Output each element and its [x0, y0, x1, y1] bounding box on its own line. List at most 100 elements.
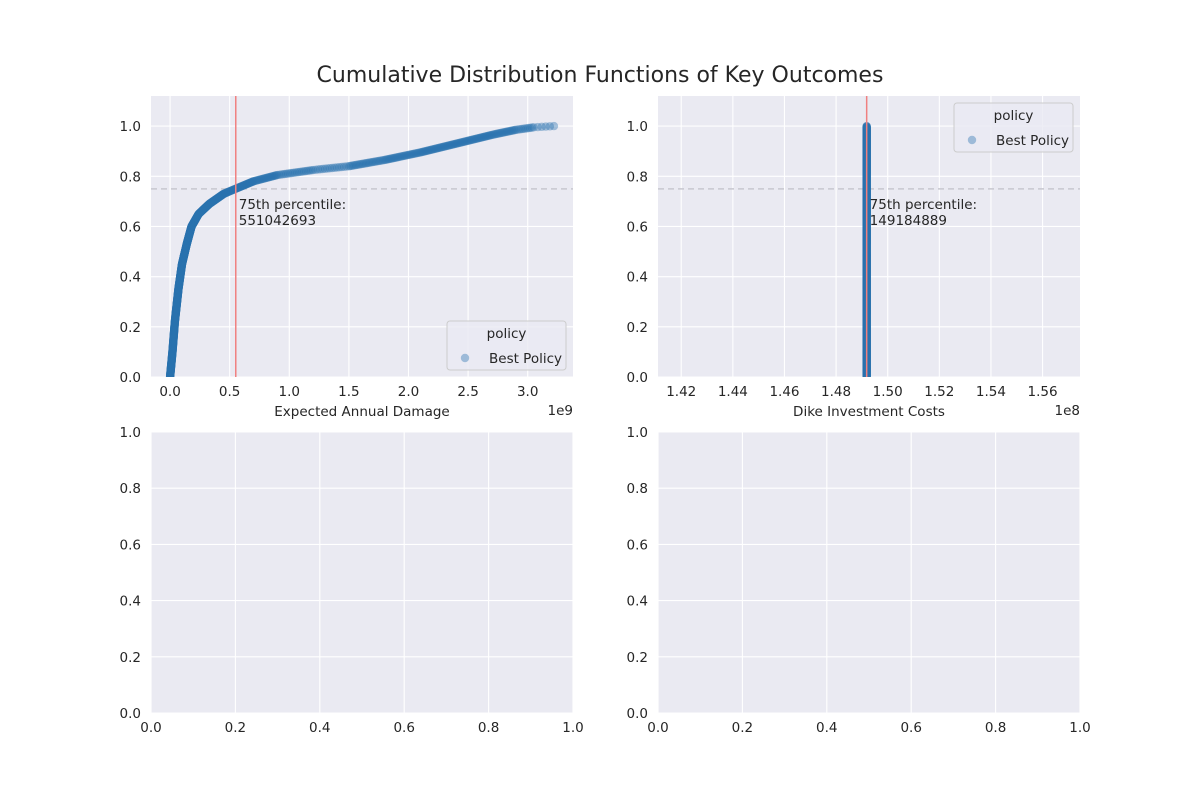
y-tick-label: 0.6	[627, 219, 648, 235]
data-point	[193, 211, 202, 221]
data-point	[166, 369, 175, 377]
data-point	[484, 131, 494, 140]
data-point	[404, 150, 413, 160]
data-point	[213, 193, 223, 203]
data-point	[172, 301, 181, 311]
data-point	[174, 279, 184, 289]
data-point	[311, 165, 320, 174]
data-point	[166, 370, 175, 377]
data-point	[182, 241, 191, 250]
data-point	[177, 263, 186, 272]
x-tick-label: 1.0	[562, 720, 583, 736]
data-point	[179, 250, 189, 260]
data-point	[369, 157, 378, 167]
y-tick-label: 0.2	[627, 650, 648, 666]
data-point	[171, 306, 181, 315]
data-point	[170, 322, 179, 332]
data-point	[395, 152, 405, 161]
data-point	[520, 124, 529, 133]
data-point	[179, 252, 189, 261]
data-point	[208, 197, 217, 207]
figure-title: Cumulative Distribution Functions of Key…	[317, 63, 884, 88]
data-point	[169, 333, 178, 342]
data-point	[182, 240, 191, 250]
data-point	[179, 251, 189, 260]
data-point	[176, 272, 185, 281]
data-point	[503, 127, 512, 136]
data-point	[488, 130, 498, 139]
data-point	[358, 159, 368, 168]
data-point	[511, 125, 520, 135]
data-point	[434, 143, 444, 153]
data-point	[473, 134, 482, 143]
data-point	[177, 263, 186, 273]
data-point	[191, 214, 201, 223]
data-point	[190, 216, 199, 226]
x-tick-label: 0.0	[647, 720, 668, 736]
data-point	[166, 364, 176, 374]
data-point	[170, 318, 180, 327]
data-point	[167, 356, 176, 366]
data-point	[173, 293, 182, 303]
data-point	[168, 340, 178, 350]
data-point	[178, 255, 188, 265]
data-point	[170, 321, 179, 331]
data-point	[168, 338, 178, 348]
data-point	[184, 231, 194, 240]
x-tick-label: 1.52	[924, 384, 954, 400]
data-point	[176, 271, 185, 281]
data-point	[167, 350, 177, 360]
data-point	[194, 210, 203, 219]
data-point	[209, 196, 218, 206]
data-point	[440, 142, 450, 151]
data-point	[169, 330, 179, 339]
data-point	[178, 257, 187, 267]
data-point	[169, 327, 179, 336]
data-point	[412, 149, 422, 158]
data-point	[204, 199, 214, 209]
data-point	[186, 223, 196, 232]
data-point	[199, 205, 208, 214]
data-point	[191, 214, 200, 224]
data-point	[196, 207, 205, 217]
data-point	[184, 231, 194, 241]
data-point	[187, 223, 196, 232]
data-point	[193, 211, 203, 220]
data-point	[203, 201, 212, 210]
data-point	[168, 343, 177, 353]
data-point	[170, 319, 179, 329]
data-point	[167, 350, 177, 360]
data-point	[169, 335, 178, 345]
data-point	[183, 235, 193, 244]
data-point	[169, 335, 178, 344]
data-point	[384, 155, 393, 164]
data-point	[166, 370, 175, 377]
data-point	[373, 157, 382, 166]
data-point	[170, 320, 179, 330]
data-point	[212, 194, 221, 204]
data-point	[166, 363, 176, 372]
data-point	[388, 154, 398, 163]
data-point	[186, 226, 195, 236]
data-point	[240, 180, 250, 190]
data-point	[168, 341, 178, 351]
data-point	[256, 175, 266, 184]
data-point	[169, 334, 178, 343]
data-point	[174, 286, 183, 295]
data-point	[185, 229, 194, 239]
data-point	[265, 172, 274, 182]
data-point	[183, 238, 192, 247]
data-point	[215, 192, 225, 201]
data-point	[183, 237, 192, 246]
data-point	[185, 229, 194, 238]
x-tick-label: 0.5	[219, 384, 240, 400]
data-point	[204, 200, 213, 209]
data-point	[177, 264, 186, 274]
data-point	[196, 207, 206, 217]
data-point	[219, 189, 228, 199]
data-point	[186, 224, 196, 233]
data-point	[186, 226, 195, 235]
data-point	[170, 315, 180, 324]
data-point	[175, 275, 184, 285]
data-point	[218, 190, 227, 200]
